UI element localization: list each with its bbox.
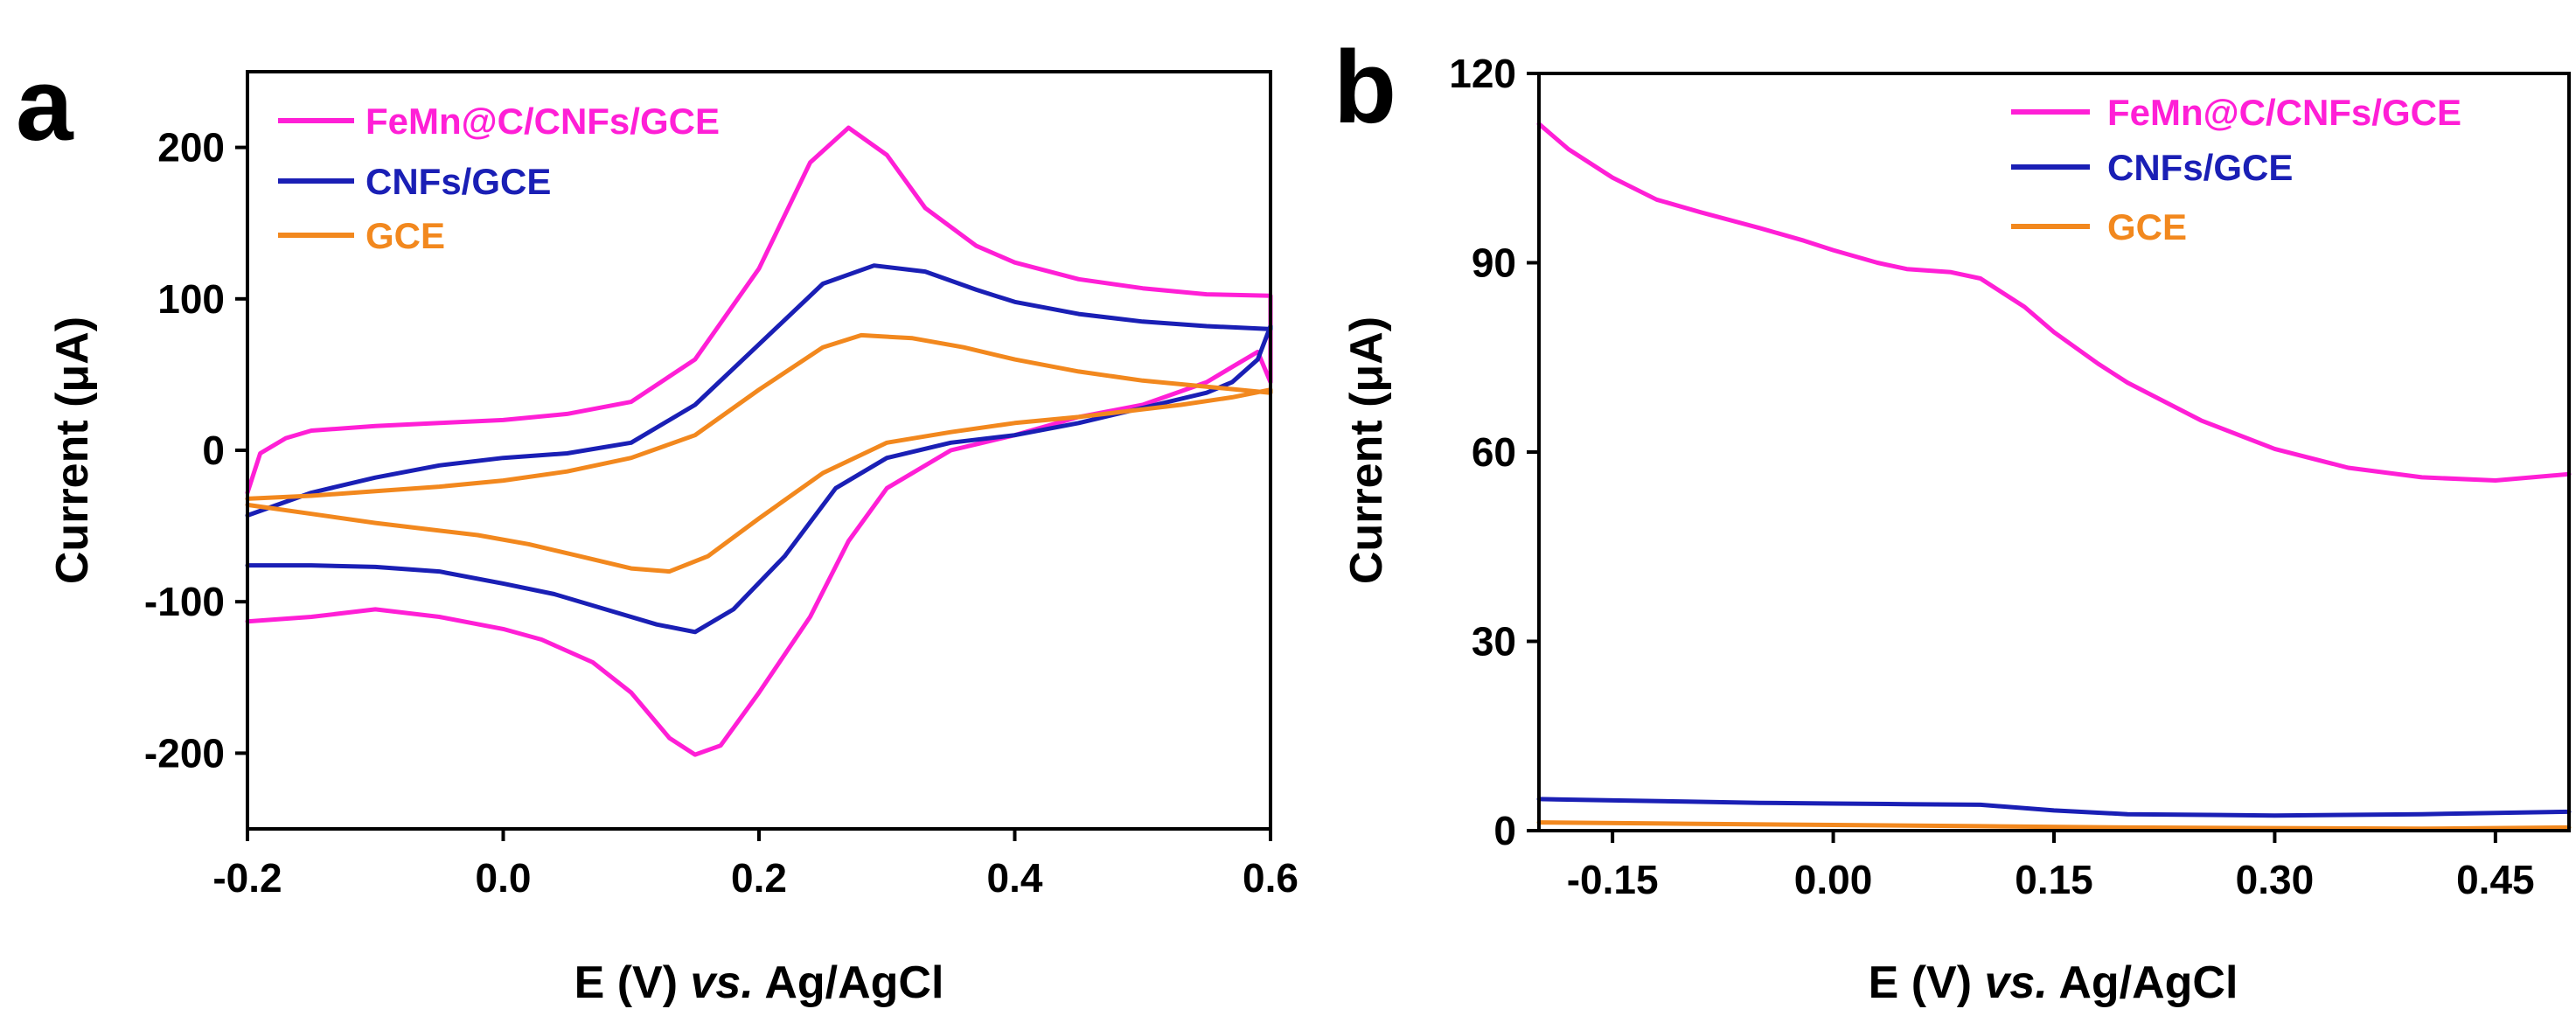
panel-a-y-tick-label: 200	[157, 125, 225, 170]
panel-a-x-tick-label: -0.2	[212, 855, 282, 901]
panel-a-x-axis-title: E (V) vs. Ag/AgCl	[574, 957, 944, 1008]
panel-b: b -0.15 0.00 0.15 0.30 0.45 0 30 60 90 120 FeMn@C…	[1333, 30, 2572, 1008]
panel-a-y-tick-label: 100	[157, 276, 225, 322]
panel-b-y-tick-label: 90	[1472, 240, 1516, 286]
panel-a-series-gce	[245, 332, 1273, 574]
panel-b-series-cnfs-gce	[1536, 797, 2572, 818]
panel-b-ticks: -0.15 0.00 0.15 0.30 0.45 0 30 60 90 120	[1449, 51, 2534, 902]
panel-a-series-cnfs-gce	[245, 263, 1273, 635]
panel-b-x-tick-label: 0.45	[2456, 857, 2535, 902]
panel-b-x-tick-label: 0.15	[2015, 857, 2093, 902]
panel-a-series-femn-c-cnfs-gce	[245, 125, 1273, 757]
panel-b-curves	[1536, 122, 2572, 832]
panel-b-y-tick-label: 30	[1472, 619, 1516, 665]
panel-a-legend-label-femn: FeMn@C/CNFs/GCE	[366, 101, 720, 142]
panel-a-x-tick-label: 0.2	[731, 855, 787, 901]
panel-a-y-tick-label: -200	[144, 730, 225, 776]
panel-a-y-axis-title: Current (μA)	[47, 317, 98, 584]
panel-a-legend-label-gce: GCE	[366, 215, 445, 256]
panel-b-legend-label-gce: GCE	[2107, 206, 2187, 247]
panel-b-letter: b	[1333, 30, 1396, 145]
panel-b-y-tick-label: 60	[1472, 429, 1516, 475]
panel-a-legend-label-cnfs: CNFs/GCE	[366, 161, 551, 202]
panel-a-legend: FeMn@C/CNFs/GCE CNFs/GCE GCE	[278, 101, 720, 256]
panel-b-legend: FeMn@C/CNFs/GCE CNFs/GCE GCE	[2011, 92, 2461, 247]
panel-a-x-tick-label: 0.0	[476, 855, 532, 901]
panel-a-x-tick-label: 0.6	[1243, 855, 1298, 901]
panel-b-plot-frame	[1537, 72, 2571, 832]
panel-b-legend-label-cnfs: CNFs/GCE	[2107, 147, 2293, 188]
panel-b-x-tick-label: -0.15	[1567, 857, 1659, 902]
panel-b-legend-label-femn: FeMn@C/CNFs/GCE	[2107, 92, 2461, 133]
panel-b-x-tick-label: 0.00	[1794, 857, 1873, 902]
panel-a-x-tick-label: 0.4	[987, 855, 1043, 901]
panel-b-y-axis-title: Current (μA)	[1341, 317, 1392, 584]
panel-b-series-gce	[1536, 820, 2572, 832]
panel-b-x-axis-title: E (V) vs. Ag/AgCl	[1869, 957, 2238, 1008]
panel-b-y-tick-label: 0	[1493, 808, 1516, 853]
panel-b-series-femn-c-cnfs-gce	[1536, 122, 2572, 483]
panel-b-x-tick-label: 0.30	[2236, 857, 2315, 902]
panel-a-y-tick-label: -100	[144, 579, 225, 624]
panel-a-ticks: -0.2 0.0 0.2 0.4 0.6 -200 -100 0 100 200	[144, 125, 1298, 901]
panel-a-letter: a	[16, 47, 74, 163]
panel-b-y-tick-label: 120	[1449, 51, 1516, 96]
panel-a: a -0.2 0.0 0.2 0.4 0.6 -200 -100 0 100 200 FeMn@C…	[16, 47, 1298, 1008]
panel-a-curves	[245, 125, 1273, 757]
panel-a-y-tick-label: 0	[202, 428, 225, 473]
